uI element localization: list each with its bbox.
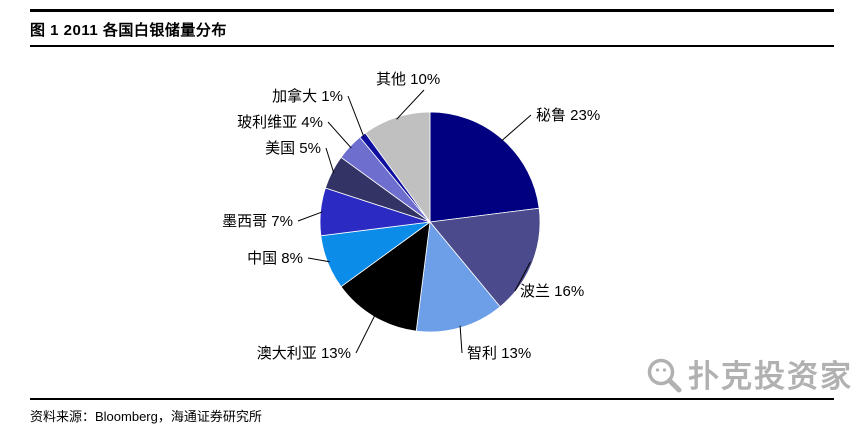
- title-divider: [30, 45, 834, 47]
- leader-line: [355, 314, 376, 354]
- leader-line: [514, 261, 531, 292]
- slice-label: 智利 13%: [467, 344, 531, 362]
- slice-label: 中国 8%: [247, 250, 303, 267]
- leader-line: [396, 89, 425, 120]
- watermark: 扑克投资家: [642, 354, 853, 400]
- pie-slice: [364, 111, 431, 224]
- leader-line: [501, 114, 532, 142]
- figure-title: 图 1 2011 各国白银储量分布: [30, 22, 227, 39]
- slice-label: 澳大利亚 13%: [257, 345, 351, 362]
- pie-slice: [429, 111, 540, 223]
- watermark-text: 扑克投资家: [688, 359, 853, 394]
- source-note: 资料来源：Bloomberg，海通证券研究所: [30, 409, 262, 424]
- slice-label: 波兰 16%: [520, 283, 584, 300]
- slice-label: 其他 10%: [376, 71, 440, 88]
- slice-label: 秘鲁 23%: [536, 107, 600, 124]
- slice-label: 玻利维亚 4%: [237, 114, 323, 131]
- leader-line: [297, 211, 323, 222]
- leader-line: [327, 121, 352, 149]
- leader-line: [307, 257, 330, 263]
- leader-line: [347, 95, 365, 137]
- leader-line: [325, 147, 335, 174]
- magnifier-icon: [647, 358, 682, 393]
- slice-label: 加拿大 1%: [272, 87, 343, 105]
- leader-line: [459, 325, 463, 354]
- top-divider: [30, 9, 834, 12]
- pie-slice: [429, 207, 541, 308]
- bottom-divider: [30, 398, 834, 400]
- slice-label: 墨西哥 7%: [222, 213, 293, 230]
- slice-label: 美国 5%: [265, 140, 321, 157]
